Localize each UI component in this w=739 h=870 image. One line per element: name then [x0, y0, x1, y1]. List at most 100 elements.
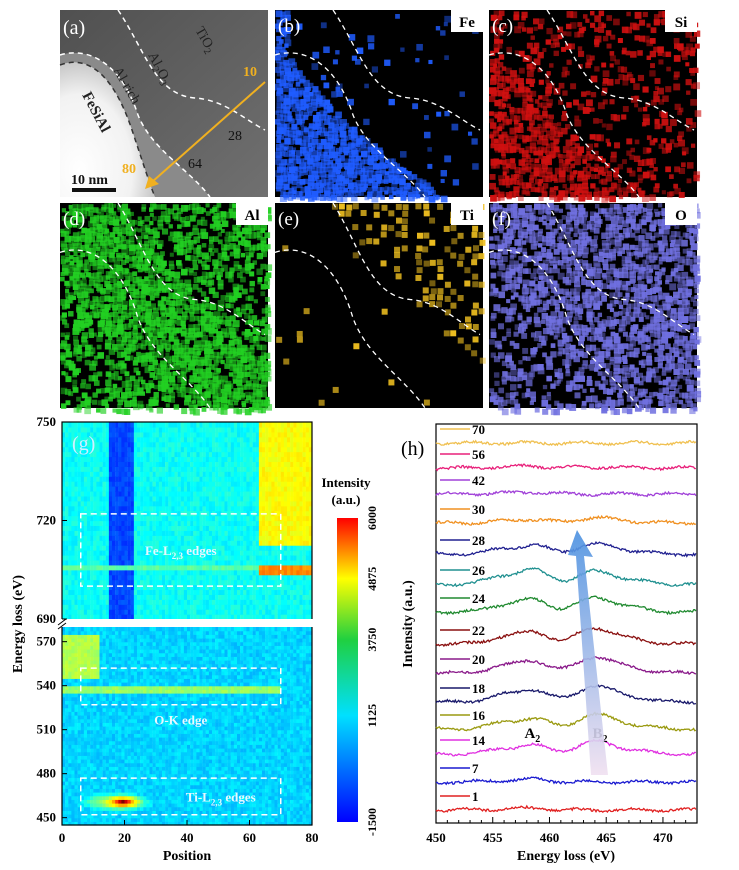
- map-pixel: [400, 194, 407, 201]
- map-pixel: [682, 280, 689, 287]
- map-pixel: [518, 122, 524, 128]
- map-pixel: [292, 62, 297, 67]
- map-pixel: [97, 324, 105, 332]
- map-pixel: [693, 174, 700, 182]
- map-pixel: [629, 211, 634, 217]
- map-pixel: [209, 240, 214, 245]
- map-pixel: [533, 260, 539, 266]
- map-pixel: [538, 228, 543, 234]
- map-pixel: [308, 123, 315, 129]
- map-pixel: [513, 11, 520, 18]
- map-pixel: [613, 364, 620, 371]
- map-pixel: [128, 248, 136, 256]
- map-pixel: [125, 268, 130, 273]
- map-pixel: [261, 336, 266, 341]
- map-pixel: [93, 372, 98, 377]
- map-pixel: [217, 232, 222, 237]
- map-pixel: [529, 119, 535, 126]
- map-pixel: [538, 195, 544, 202]
- map-pixel: [577, 228, 584, 235]
- map-pixel: [249, 392, 256, 399]
- map-pixel: [601, 178, 608, 185]
- map-pixel: [593, 243, 599, 249]
- map-pixel: [513, 267, 519, 273]
- map-pixel: [144, 327, 151, 333]
- map-pixel: [510, 364, 517, 370]
- map-pixel: [472, 302, 479, 309]
- map-pixel: [553, 150, 561, 157]
- map-pixel: [490, 207, 496, 213]
- map-pixel: [525, 268, 531, 274]
- map-pixel: [573, 376, 580, 383]
- map-pixel: [176, 299, 183, 306]
- map-pixel: [381, 308, 388, 315]
- map-pixel: [586, 327, 592, 333]
- map-pixel: [376, 182, 381, 187]
- map-pixel: [100, 316, 106, 322]
- map-pixel: [521, 114, 528, 121]
- map-pixel: [653, 327, 661, 334]
- heatmap-cell: [168, 614, 172, 620]
- map-pixel: [689, 316, 696, 323]
- map-pixel: [666, 384, 672, 390]
- map-pixel: [626, 391, 633, 397]
- map-pixel: [280, 103, 287, 109]
- map-pixel: [144, 224, 151, 230]
- map-pixel: [566, 236, 573, 243]
- map-pixel: [85, 284, 92, 291]
- map-pixel: [101, 224, 108, 230]
- map-pixel: [685, 324, 691, 330]
- map-pixel: [65, 243, 73, 250]
- map-pixel: [237, 284, 244, 291]
- map-pixel: [649, 50, 657, 58]
- map-pixel: [606, 236, 611, 242]
- heatmap-cell: [262, 609, 266, 615]
- map-pixel: [241, 331, 246, 336]
- map-pixel: [288, 158, 294, 164]
- map-pixel: [173, 336, 179, 341]
- map-pixel: [261, 351, 267, 357]
- map-pixel: [677, 264, 684, 272]
- map-pixel: [241, 352, 248, 359]
- map-pixel: [693, 344, 698, 350]
- map-pixel: [292, 87, 299, 94]
- map-pixel: [558, 82, 565, 89]
- map-pixel: [60, 387, 68, 395]
- map-pixel: [597, 268, 603, 274]
- map-pixel: [645, 255, 651, 261]
- heatmap-cell: [199, 604, 203, 610]
- map-pixel: [509, 260, 515, 266]
- map-pixel: [570, 22, 577, 29]
- map-pixel: [510, 283, 516, 289]
- map-pixel: [188, 332, 194, 338]
- map-pixel: [589, 387, 595, 393]
- map-pixel: [646, 359, 653, 366]
- map-pixel: [506, 46, 512, 53]
- map-pixel: [244, 223, 252, 231]
- map-pixel: [577, 216, 585, 224]
- map-pixel: [690, 122, 697, 128]
- map-pixel: [128, 319, 134, 324]
- map-pixel: [225, 231, 231, 237]
- map-pixel: [188, 203, 196, 211]
- map-pixel: [657, 46, 664, 53]
- map-pixel: [657, 339, 662, 345]
- map-pixel: [232, 203, 238, 209]
- map-pixel: [112, 219, 120, 226]
- map-pixel: [152, 236, 159, 243]
- map-pixel: [577, 268, 583, 274]
- map-pixel: [649, 287, 657, 295]
- map-pixel: [116, 280, 122, 286]
- map-pixel: [288, 99, 294, 105]
- map-pixel: [553, 299, 559, 306]
- map-pixel: [537, 243, 543, 248]
- map-pixel: [678, 368, 684, 374]
- map-pixel: [553, 380, 560, 387]
- map-pixel: [384, 190, 389, 195]
- map-pixel: [132, 276, 140, 284]
- map-pixel: [494, 260, 500, 266]
- map-pixel: [618, 235, 624, 241]
- map-pixel: [501, 275, 507, 282]
- element-label-box: [451, 203, 483, 225]
- map-pixel: [605, 355, 611, 360]
